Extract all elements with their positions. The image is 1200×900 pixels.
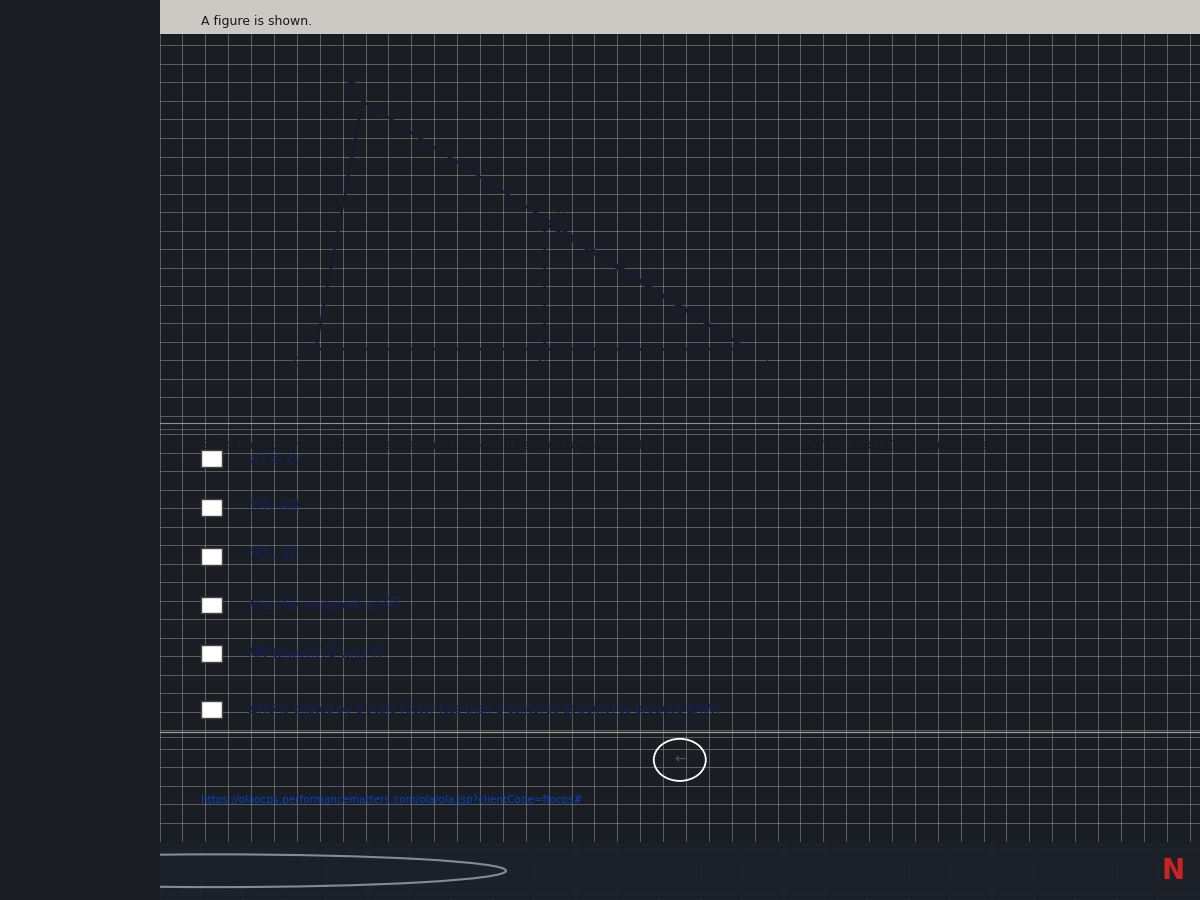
Bar	[202, 450, 222, 467]
Text: G: G	[292, 356, 301, 369]
Text: $\Delta HIN$: $\Delta HIN$	[800, 439, 836, 454]
Bar	[202, 645, 222, 662]
Bar	[202, 499, 222, 516]
Text: $\overline{TG} \perp \overline{IG}$: $\overline{TG} \perp \overline{IG}$	[248, 548, 296, 564]
Text: H: H	[557, 205, 566, 218]
Text: N: N	[536, 359, 546, 373]
Text: $\overline{HN}$ bisects $\overline{IG}$ and $\overline{TI}$: $\overline{HN}$ bisects $\overline{IG}$ …	[248, 645, 384, 662]
Bar	[202, 701, 222, 718]
Text: N: N	[1162, 857, 1184, 885]
Text: $\Delta TIG$: $\Delta TIG$	[880, 439, 913, 454]
Bar	[202, 597, 222, 614]
Text: $N$ is the midpoint of $\overline{GI}$.: $N$ is the midpoint of $\overline{GI}$.	[248, 596, 402, 615]
Text: Select the statements that, when taken alone, could be used to prove that: Select the statements that, when taken a…	[202, 439, 650, 453]
Text: https://olaocps.performancematters.com/ola/ola.jsp?clientCode=flocps#: https://olaocps.performancematters.com/o…	[202, 796, 582, 806]
Text: and: and	[850, 439, 880, 453]
Bar	[160, 0, 1200, 33]
Text: ←: ←	[674, 753, 685, 767]
Text: $\angle T \cong \angle I$: $\angle T \cong \angle I$	[248, 452, 301, 465]
Bar	[202, 548, 222, 564]
Text: A figure is shown.: A figure is shown.	[202, 14, 312, 28]
Text: $\Delta TIG$ is dilated by a scale factor less than 1 centered at point $I$ to p: $\Delta TIG$ is dilated by a scale facto…	[248, 701, 720, 718]
Text: I: I	[764, 356, 768, 369]
Text: are similar.: are similar.	[926, 439, 996, 453]
Text: $\overline{TG} \parallel \overline{HN}$: $\overline{TG} \parallel \overline{HN}$	[248, 498, 300, 517]
Text: T: T	[347, 81, 354, 94]
